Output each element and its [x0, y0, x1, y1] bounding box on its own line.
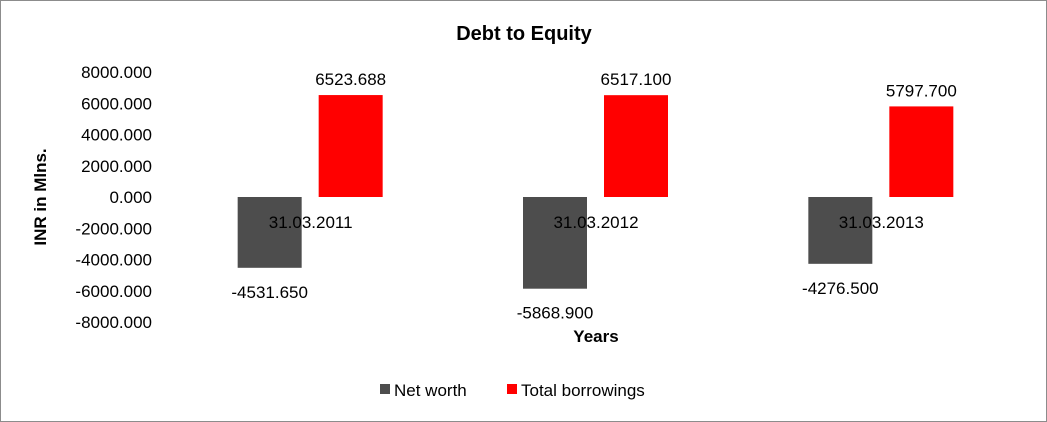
data-label: -4531.650 [231, 283, 308, 302]
x-tick-label: 31.03.2012 [553, 213, 638, 232]
y-tick-label: 0.000 [109, 188, 152, 207]
data-label: -5868.900 [517, 304, 594, 323]
bar-net-worth [237, 197, 302, 268]
y-tick-label: -4000.000 [75, 251, 152, 270]
y-tick-label: 4000.000 [81, 126, 152, 145]
x-tick-label: 31.03.2013 [839, 213, 924, 232]
legend-swatch [380, 384, 390, 394]
legend-label: Total borrowings [521, 381, 645, 400]
y-axis-label: INR in Mlns. [31, 148, 50, 245]
y-tick-label: -8000.000 [75, 313, 152, 332]
legend-swatch [507, 384, 517, 394]
y-tick-label: 6000.000 [81, 94, 152, 113]
bar-total-borrowings [604, 95, 668, 197]
bar-total-borrowings [318, 95, 383, 197]
y-tick-label: 8000.000 [81, 63, 152, 82]
bar-net-worth [808, 197, 873, 264]
x-tick-label: 31.03.2011 [269, 213, 353, 232]
data-label: -4276.500 [802, 279, 879, 298]
y-tick-label: 2000.000 [81, 157, 152, 176]
data-label: 6523.688 [315, 70, 386, 89]
x-axis-label: Years [573, 327, 618, 346]
data-label: 5797.700 [886, 81, 957, 100]
y-tick-label: -2000.000 [75, 219, 152, 238]
chart-title: Debt to Equity [456, 23, 592, 45]
bar-total-borrowings [889, 106, 954, 197]
legend-label: Net worth [394, 381, 467, 400]
bar-net-worth [523, 197, 587, 289]
data-label: 6517.100 [601, 70, 672, 89]
y-tick-label: -6000.000 [75, 282, 152, 301]
